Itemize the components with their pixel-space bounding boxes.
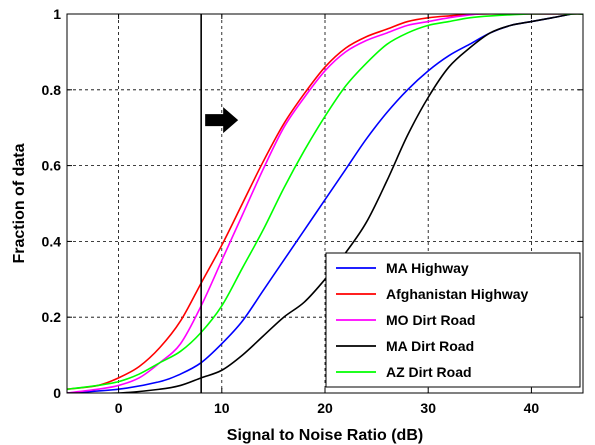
series-line-az-dirt-road xyxy=(67,14,583,391)
legend-label: Afghanistan Highway xyxy=(386,286,529,302)
grid-layer xyxy=(67,14,583,393)
y-tick-label: 1 xyxy=(53,6,61,22)
y-tick-label: 0.4 xyxy=(42,233,62,249)
x-axis-label: Signal to Noise Ratio (dB) xyxy=(227,427,423,444)
x-tick-label: 30 xyxy=(420,400,436,416)
y-tick-label: 0 xyxy=(53,385,61,401)
series-line-ma-dirt-road xyxy=(67,14,583,393)
series-layer xyxy=(67,14,583,393)
legend-label: MA Dirt Road xyxy=(386,338,474,354)
legend-label: MA Highway xyxy=(386,260,469,276)
legend: MA Highway Afghanistan Highway MO Dirt Roa… xyxy=(325,252,581,388)
threshold-arrow-icon xyxy=(205,107,239,134)
tick-layer: 0 10 20 30 40 0 0.2 0.4 0.6 0.8 1 xyxy=(42,6,583,416)
x-tick-label: 20 xyxy=(317,400,333,416)
y-tick-label: 0.8 xyxy=(42,82,62,98)
x-tick-label: 10 xyxy=(214,400,230,416)
y-tick-label: 0.2 xyxy=(42,309,62,325)
x-tick-label: 0 xyxy=(115,400,123,416)
y-tick-label: 0.6 xyxy=(42,158,62,174)
series-line-mo-dirt-road xyxy=(67,14,583,393)
x-tick-label: 40 xyxy=(524,400,540,416)
series-line-afghanistan-highway xyxy=(67,14,583,391)
y-axis-label: Fraction of data xyxy=(11,143,28,263)
legend-label: MO Dirt Road xyxy=(386,312,475,328)
legend-label: AZ Dirt Road xyxy=(386,364,472,380)
